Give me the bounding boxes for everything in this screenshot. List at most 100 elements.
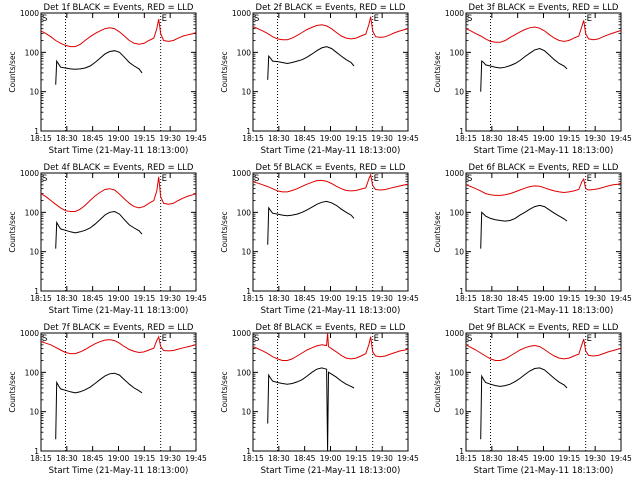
x-tick-label: 19:30 [159, 454, 181, 463]
lld-series-line [40, 19, 197, 48]
y-tick-label: 1 [459, 287, 464, 296]
x-tick-label: 19:00 [108, 454, 130, 463]
y-tick-label: 1 [459, 127, 464, 136]
events-series-line [55, 372, 143, 440]
x-tick-label: 19:15 [134, 454, 156, 463]
events-series-line [267, 367, 355, 452]
x-tick-label: 19:45 [185, 454, 207, 463]
x-tick-label: 18:45 [294, 454, 316, 463]
x-tick-label: 19:45 [610, 454, 632, 463]
marker-label: S [254, 174, 259, 184]
chart-panel-9: Det 9f BLACK = Events, RED = LLD Counts/s… [433, 323, 632, 476]
events-series-line [267, 46, 355, 80]
y-tick-label: 100 [450, 208, 465, 217]
plot-frame [252, 12, 409, 132]
x-tick-label: 18:30 [268, 454, 290, 463]
events-series-line [480, 204, 568, 249]
y-tick-label: 100 [25, 208, 40, 217]
y-axis-label: Counts/sec [220, 371, 229, 412]
x-tick-label: 18:30 [56, 454, 78, 463]
x-tick-label: 18:45 [507, 134, 529, 143]
y-tick-label: 10 [241, 408, 251, 417]
x-tick-label: 19:30 [584, 134, 606, 143]
marker-label: S [467, 14, 472, 24]
y-tick-label: 10 [29, 408, 39, 417]
x-axis-label: Start Time (21-May-11 18:13:00) [474, 306, 614, 316]
y-tick-label: 1 [34, 127, 39, 136]
chart-title: Det 9f BLACK = Events, RED = LLD [469, 323, 619, 333]
y-tick-label: 1000 [232, 169, 251, 178]
x-tick-label: 18:15 [30, 454, 52, 463]
x-tick-label: 18:15 [455, 454, 477, 463]
x-tick-label: 19:30 [371, 134, 393, 143]
x-axis-label: Start Time (21-May-11 18:13:00) [49, 306, 189, 316]
y-tick-label: 100 [25, 368, 40, 377]
y-tick-label: 10 [29, 248, 39, 257]
x-tick-label: 19:00 [108, 294, 130, 303]
chart-title: Det 4f BLACK = Events, RED = LLD [44, 163, 194, 173]
y-axis-label: Counts/sec [220, 211, 229, 252]
chart-title: Det 1f BLACK = Events, RED = LLD [44, 3, 194, 13]
events-series-line [480, 367, 568, 440]
y-tick-label: 10 [454, 408, 464, 417]
marker-label: E [587, 174, 592, 184]
chart-panel-6: Det 6f BLACK = Events, RED = LLD Counts/s… [433, 163, 632, 316]
x-tick-label: 19:00 [533, 454, 555, 463]
x-tick-label: 18:30 [268, 134, 290, 143]
x-tick-label: 19:15 [346, 454, 368, 463]
x-tick-label: 18:30 [481, 134, 503, 143]
x-tick-label: 19:15 [559, 454, 581, 463]
marker-label: S [42, 174, 47, 184]
x-tick-label: 18:45 [294, 134, 316, 143]
plot-frame [465, 332, 622, 452]
x-tick-label: 18:45 [294, 294, 316, 303]
x-tick-label: 18:15 [30, 134, 52, 143]
x-axis-label: Start Time (21-May-11 18:13:00) [261, 306, 401, 316]
chart-panel-1: Det 1f BLACK = Events, RED = LLD Counts/s… [8, 3, 207, 156]
y-tick-label: 10 [454, 88, 464, 97]
y-tick-label: 1 [34, 447, 39, 456]
x-tick-label: 18:30 [268, 294, 290, 303]
y-tick-label: 1000 [232, 9, 251, 18]
x-tick-label: 18:45 [507, 294, 529, 303]
x-tick-label: 19:00 [533, 294, 555, 303]
x-tick-label: 19:30 [371, 294, 393, 303]
x-axis-label: Start Time (21-May-11 18:13:00) [261, 146, 401, 156]
y-tick-label: 1000 [20, 169, 39, 178]
plot-frame [40, 172, 197, 292]
x-tick-label: 19:45 [185, 134, 207, 143]
x-tick-label: 18:30 [481, 294, 503, 303]
x-tick-label: 18:30 [56, 134, 78, 143]
x-axis-label: Start Time (21-May-11 18:13:00) [49, 466, 189, 476]
x-tick-label: 19:45 [397, 294, 419, 303]
y-axis-label: Counts/sec [8, 51, 17, 92]
y-tick-label: 100 [237, 208, 252, 217]
lld-series-line [40, 335, 197, 355]
lld-series-line [465, 338, 622, 361]
chart-panel-5: Det 5f BLACK = Events, RED = LLD Counts/s… [220, 163, 419, 316]
marker-label: E [162, 174, 167, 184]
x-tick-label: 19:00 [108, 134, 130, 143]
x-tick-label: 18:15 [242, 454, 264, 463]
marker-label: E [587, 14, 592, 24]
lld-series-line [40, 176, 197, 212]
lld-series-line [465, 20, 622, 43]
x-tick-label: 18:45 [82, 294, 104, 303]
y-tick-label: 1 [246, 287, 251, 296]
x-tick-label: 19:15 [134, 134, 156, 143]
y-tick-label: 100 [237, 368, 252, 377]
marker-label: S [254, 14, 259, 24]
chart-panel-2: Det 2f BLACK = Events, RED = LLD Counts/s… [220, 3, 419, 156]
x-tick-label: 19:15 [559, 294, 581, 303]
x-tick-label: 19:15 [346, 134, 368, 143]
x-tick-label: 18:30 [56, 294, 78, 303]
lld-series-line [465, 177, 622, 196]
marker-label: S [42, 14, 47, 24]
x-tick-label: 18:45 [82, 134, 104, 143]
x-tick-label: 19:30 [584, 294, 606, 303]
x-tick-label: 19:45 [185, 294, 207, 303]
y-tick-label: 1 [459, 447, 464, 456]
x-tick-label: 19:45 [397, 454, 419, 463]
plot-frame [252, 332, 409, 452]
